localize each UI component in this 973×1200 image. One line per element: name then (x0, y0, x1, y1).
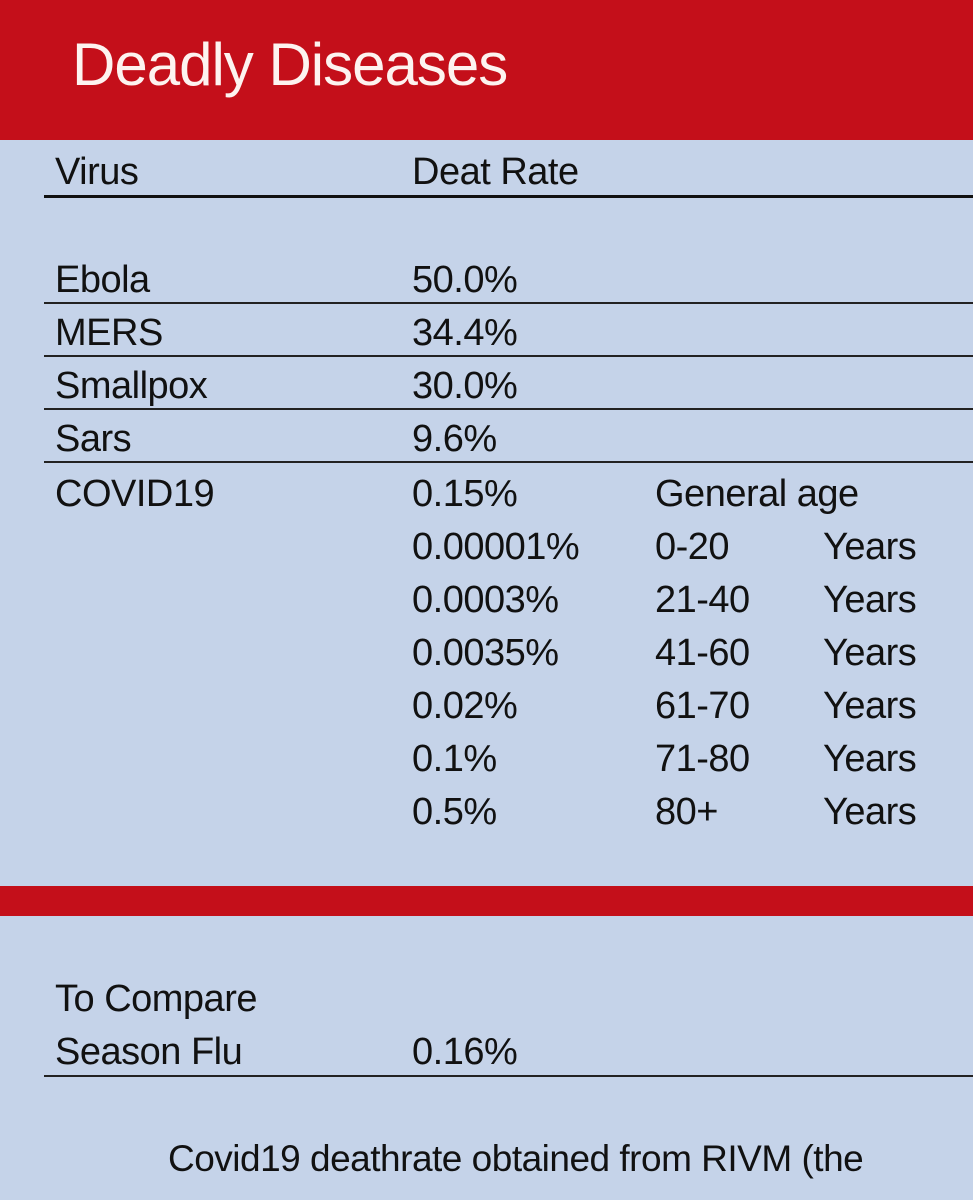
age-unit: Years (823, 738, 917, 780)
row-divider (44, 461, 973, 463)
age-rate: 0.02% (412, 685, 518, 727)
age-unit: Years (823, 685, 917, 727)
age-range: 0-20 (655, 526, 730, 568)
age-rate: 0.5% (412, 791, 497, 833)
age-range: 80+ (655, 791, 718, 833)
virus-name-sars: Sars (55, 418, 132, 460)
age-range: 21-40 (655, 579, 750, 621)
column-header-death-rate: Deat Rate (412, 151, 579, 193)
comparison-label: Season Flu (55, 1031, 243, 1073)
death-rate-covid19: 0.15% (412, 473, 518, 515)
section-divider-band (0, 886, 973, 916)
comparison-divider (44, 1075, 973, 1077)
virus-name-ebola: Ebola (55, 259, 150, 301)
row-divider (44, 408, 973, 410)
covid19-note: General age (655, 473, 859, 515)
virus-name-smallpox: Smallpox (55, 365, 208, 407)
column-header-virus: Virus (55, 151, 139, 193)
age-range: 61-70 (655, 685, 750, 727)
age-range: 71-80 (655, 738, 750, 780)
age-unit: Years (823, 632, 917, 674)
age-range: 41-60 (655, 632, 750, 674)
header-divider (44, 195, 973, 198)
age-unit: Years (823, 791, 917, 833)
virus-name-mers: MERS (55, 312, 163, 354)
virus-name-covid19: COVID19 (55, 473, 215, 515)
comparison-rate: 0.16% (412, 1031, 518, 1073)
death-rate-ebola: 50.0% (412, 259, 518, 301)
footnote: Covid19 deathrate obtained from RIVM (th… (168, 1138, 864, 1179)
age-rate: 0.0035% (412, 632, 559, 674)
age-unit: Years (823, 579, 917, 621)
row-divider (44, 355, 973, 357)
age-rate: 0.0003% (412, 579, 559, 621)
header-band: Deadly Diseases (0, 0, 973, 140)
age-rate: 0.1% (412, 738, 497, 780)
row-divider (44, 302, 973, 304)
death-rate-smallpox: 30.0% (412, 365, 518, 407)
death-rate-sars: 9.6% (412, 418, 497, 460)
comparison-heading: To Compare (55, 978, 257, 1020)
age-rate: 0.00001% (412, 526, 580, 568)
page-title: Deadly Diseases (72, 31, 508, 98)
death-rate-mers: 34.4% (412, 312, 518, 354)
age-unit: Years (823, 526, 917, 568)
